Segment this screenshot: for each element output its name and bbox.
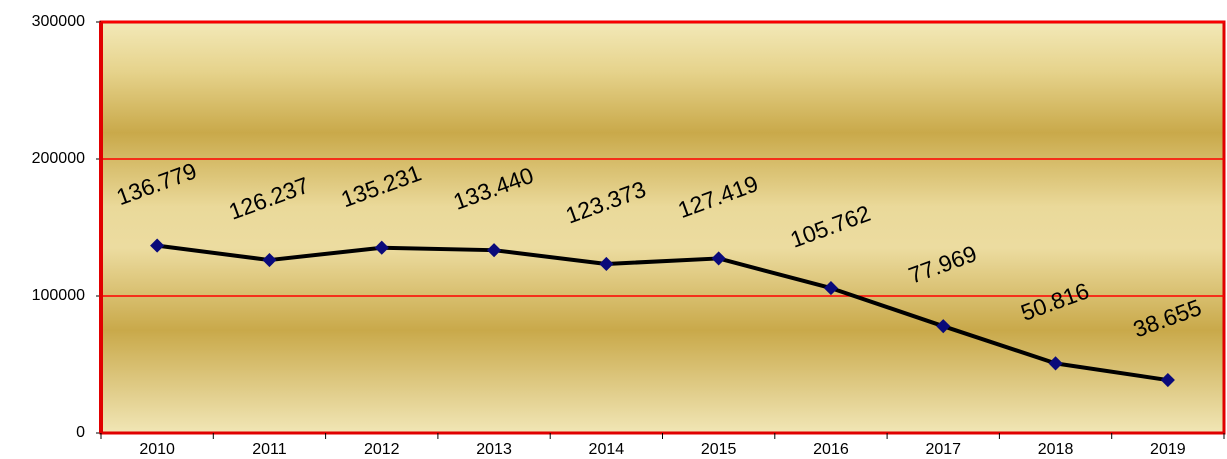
y-tick-label: 300000 xyxy=(32,13,85,30)
x-tick-label: 2018 xyxy=(1038,441,1074,458)
line xyxy=(156,243,1169,383)
x-tick-label: 2010 xyxy=(139,441,175,458)
marker xyxy=(1048,356,1063,371)
marker xyxy=(1160,372,1175,388)
marker xyxy=(374,240,389,255)
x-tick-label: 2019 xyxy=(1150,441,1186,458)
marker xyxy=(936,319,951,334)
x-tick-label: 2011 xyxy=(252,441,287,458)
x-tick-label: 2013 xyxy=(476,441,512,458)
y-tick-label: 200000 xyxy=(32,150,85,167)
x-tick-label: 2014 xyxy=(589,441,625,458)
x-tick-label: 2012 xyxy=(364,441,400,458)
marker xyxy=(486,243,502,258)
x-tick-label: 2017 xyxy=(925,441,961,458)
marker xyxy=(599,256,614,272)
x-tick-label: 2015 xyxy=(701,441,737,458)
plot-area xyxy=(99,20,1226,435)
marker xyxy=(711,251,726,266)
y-tick-label: 100000 xyxy=(32,287,85,304)
marker xyxy=(150,238,165,253)
marker xyxy=(823,281,839,296)
y-tick-label: 0 xyxy=(76,424,85,441)
x-tick-label: 2016 xyxy=(813,441,849,458)
